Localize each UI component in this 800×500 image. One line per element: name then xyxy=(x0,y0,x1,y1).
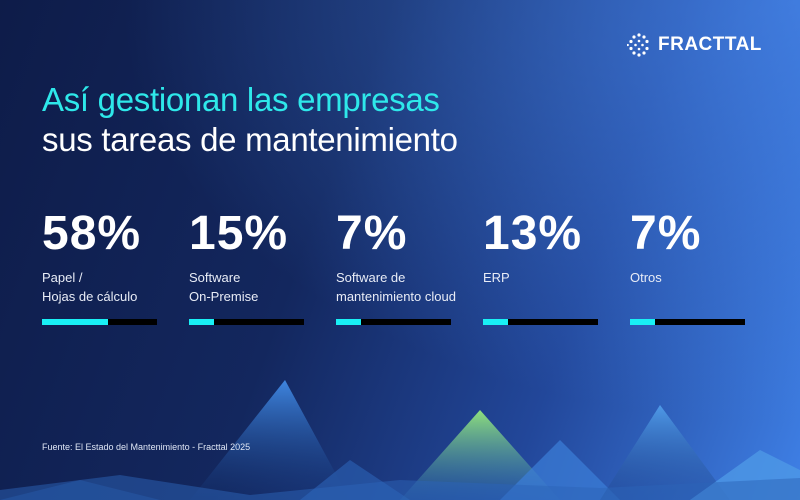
page-title: Así gestionan las empresas sus tareas de… xyxy=(42,80,458,160)
stat-bar xyxy=(630,319,745,325)
stat-bar-fill xyxy=(42,319,108,325)
stat-bar-fill xyxy=(189,319,215,325)
stat-label-line: Software de xyxy=(336,270,406,285)
brand-logo: FRACTTAL xyxy=(627,33,762,57)
stat-on-premise: 15% Software On-Premise xyxy=(189,207,309,325)
title-line-2: sus tareas de mantenimiento xyxy=(42,121,458,158)
stat-bar xyxy=(42,319,157,325)
stat-bar xyxy=(483,319,598,325)
stat-value: 15% xyxy=(189,207,289,260)
stat-bar xyxy=(336,319,451,325)
stat-bar xyxy=(189,319,304,325)
stat-cloud: 7% Software de mantenimiento cloud xyxy=(336,207,476,325)
stat-bar-fill xyxy=(336,319,362,325)
title-line-1: Así gestionan las empresas xyxy=(42,81,440,118)
stat-value: 7% xyxy=(336,207,408,260)
mountain-peak xyxy=(0,475,800,500)
dotted-circle-logo-icon xyxy=(627,33,649,57)
stat-erp: 13% ERP xyxy=(483,207,603,325)
stat-value: 58% xyxy=(42,207,142,260)
mountains-decoration xyxy=(0,380,800,500)
stat-bar-fill xyxy=(483,319,509,325)
stat-label-line: ERP xyxy=(483,270,510,285)
stat-label-line: mantenimiento cloud xyxy=(336,289,456,304)
mountain-peak xyxy=(400,410,560,500)
stat-label: Otros xyxy=(630,268,750,308)
stat-label: Papel / Hojas de cálculo xyxy=(42,268,162,308)
stat-bar-fill xyxy=(630,319,656,325)
stat-value: 13% xyxy=(483,207,583,260)
stat-label-line: Software xyxy=(189,270,241,285)
stat-value: 7% xyxy=(630,207,702,260)
stat-label: Software On-Premise xyxy=(189,268,309,308)
stat-papel: 58% Papel / Hojas de cálculo xyxy=(42,207,162,325)
stat-label-line: Hojas de cálculo xyxy=(42,289,138,304)
stat-label-line: On-Premise xyxy=(189,289,259,304)
stat-label: Software de mantenimiento cloud xyxy=(336,268,476,308)
mountain-peak xyxy=(500,440,620,500)
stat-label-line: Otros xyxy=(630,270,662,285)
mountain-peak xyxy=(600,405,730,500)
source-note: Fuente: El Estado del Mantenimiento - Fr… xyxy=(42,442,251,452)
mountain-peak xyxy=(190,380,350,500)
stat-otros: 7% Otros xyxy=(630,207,750,325)
stat-label: ERP xyxy=(483,268,603,308)
stat-label-line: Papel / xyxy=(42,270,83,285)
brand-name: FRACTTAL xyxy=(658,34,762,55)
